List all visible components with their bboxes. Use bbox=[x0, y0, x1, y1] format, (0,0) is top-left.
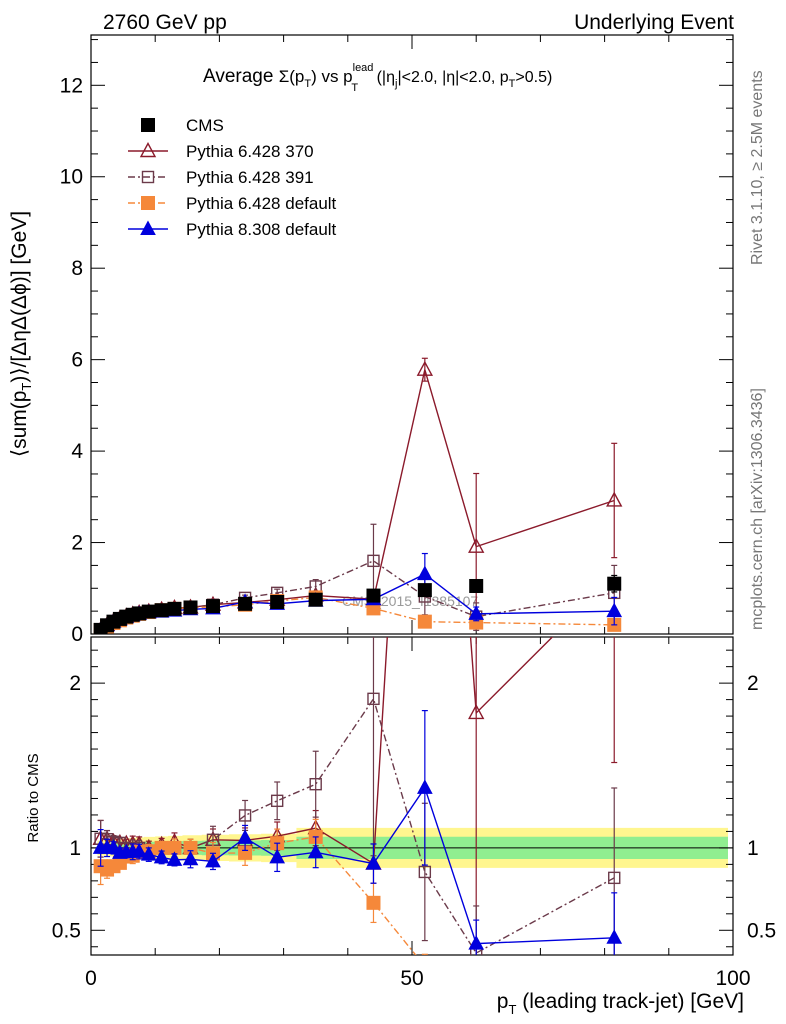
legend-marker-pythia-6-428-391 bbox=[141, 170, 155, 184]
ratio-axes: 0 50 100 0.5 0.5 1 1 2 2 bbox=[52, 636, 776, 990]
x-tick-label: 0 bbox=[85, 967, 97, 990]
rivet-label: Rivet 3.1.10, ≥ 2.5M events bbox=[749, 70, 766, 265]
y-tick-label: 6 bbox=[71, 349, 83, 372]
ratio-point-pythia-6-428-370 bbox=[468, 703, 485, 720]
legend-marker-pythia-6-428-370 bbox=[139, 142, 157, 158]
ratio-point-pythia-6-428-391 bbox=[309, 777, 322, 791]
point-cms bbox=[167, 601, 182, 616]
x-tick-label: 50 bbox=[400, 967, 423, 990]
point-cms bbox=[270, 594, 285, 609]
point-pythia-8-308-default bbox=[468, 605, 485, 620]
ratio-point-pythia-8-308-default bbox=[153, 848, 170, 864]
point-cms bbox=[238, 596, 253, 611]
ratio-point-pythia-8-308-default bbox=[140, 846, 157, 861]
ratio-point-pythia-8-308-default bbox=[237, 829, 253, 844]
y-tick-label: 0 bbox=[71, 623, 83, 646]
y-axis-label: ⟨sum(pT)⟩/[ΔηΔ(Δϕ)] [GeV] bbox=[8, 211, 34, 457]
ratio-point-pythia-8-308-default bbox=[269, 848, 286, 864]
header-right: Underlying Event bbox=[574, 11, 734, 34]
ratio-point-pythia-6-428-391 bbox=[238, 809, 252, 822]
legend-marker-pythia-6-428-default bbox=[141, 196, 155, 210]
ratio-point-pythia-8-308-default bbox=[417, 779, 433, 794]
point-pythia-8-308-default bbox=[606, 602, 623, 618]
ratio-point-pythia-8-308-default bbox=[606, 929, 623, 944]
ratio-line-pythia-6-428-391 bbox=[100, 697, 615, 954]
point-cms bbox=[183, 600, 198, 615]
ratio-point-pythia-6-428-391 bbox=[418, 865, 432, 879]
ratio-tick-label: 2 bbox=[69, 672, 81, 695]
point-pythia-8-308-default bbox=[417, 565, 433, 581]
line-pythia-6-428-370 bbox=[100, 369, 615, 631]
point-cms bbox=[205, 599, 220, 614]
legend-label-pythia-6-428-370: Pythia 6.428 370 bbox=[186, 142, 314, 161]
ratio-point-pythia-6-428-default bbox=[470, 967, 483, 980]
ratio-point-pythia-6-428-370 bbox=[418, 13, 432, 26]
ratio-axis-label: Ratio to CMS bbox=[25, 753, 42, 842]
ratio-tick-label-right: 1 bbox=[747, 837, 759, 860]
y-tick-label: 10 bbox=[60, 166, 83, 189]
point-cms bbox=[469, 578, 484, 593]
point-cms bbox=[154, 603, 169, 618]
ratio-point-pythia-8-308-default bbox=[307, 843, 324, 859]
point-pythia-6-428-391 bbox=[367, 554, 380, 568]
series-layer bbox=[92, 13, 623, 989]
ratio-tick-label-right: 0.5 bbox=[747, 919, 776, 942]
ratio-point-pythia-6-428-default bbox=[608, 976, 621, 989]
watermark: CMS_2015_I1385107 bbox=[342, 593, 478, 609]
point-cms bbox=[141, 604, 156, 619]
ratio-point-pythia-8-308-default bbox=[166, 851, 183, 866]
x-axis-label: pT (leading track-jet) [GeV] bbox=[497, 990, 744, 1017]
mcplots-label: mcplots.cern.ch [arXiv:1306.3436] bbox=[749, 388, 766, 630]
point-cms bbox=[366, 588, 381, 603]
ratio-point-pythia-6-428-391 bbox=[270, 794, 284, 808]
legend: CMS Pythia 6.428 370 Pythia 6.428 391 Pythi… bbox=[128, 116, 337, 239]
x-tick-label: 100 bbox=[715, 967, 750, 990]
ratio-plot-area bbox=[92, 13, 623, 989]
ratio-point-pythia-8-308-default bbox=[365, 855, 382, 870]
legend-label-cms: CMS bbox=[186, 116, 224, 135]
ratio-point-pythia-6-428-default bbox=[366, 895, 381, 910]
point-pythia-6-428-default bbox=[417, 614, 432, 629]
ratio-frame bbox=[90, 636, 734, 956]
legend-label-pythia-6-428-default: Pythia 6.428 default bbox=[186, 194, 337, 213]
ratio-point-pythia-8-308-default bbox=[131, 843, 147, 858]
ratio-point-pythia-8-308-default bbox=[182, 850, 199, 866]
legend-marker-pythia-8-308-default bbox=[140, 220, 156, 235]
ratio-point-pythia-6-428-391 bbox=[367, 692, 380, 706]
point-pythia-6-428-370 bbox=[468, 537, 485, 553]
main-plot-area bbox=[93, 357, 623, 634]
ratio-tick-label: 0.5 bbox=[52, 919, 81, 942]
ratio-point-pythia-8-308-default bbox=[205, 852, 221, 868]
legend-label-pythia-8-308-default: Pythia 8.308 default bbox=[186, 220, 337, 239]
y-tick-label: 2 bbox=[71, 532, 83, 555]
y-tick-label: 4 bbox=[71, 440, 83, 463]
y-tick-label: 12 bbox=[60, 74, 83, 97]
ratio-line-pythia-6-428-370 bbox=[100, 637, 554, 865]
ratio-point-pythia-8-308-default bbox=[468, 935, 485, 950]
ratio-tick-label-right: 2 bbox=[747, 672, 759, 695]
header-left: 2760 GeV pp bbox=[103, 11, 227, 34]
ratio-tick-label: 1 bbox=[69, 837, 81, 860]
point-cms bbox=[607, 576, 622, 591]
plot-title: Average Σ(pT) vs plead T (|ηj|<2.0, |η|<2… bbox=[203, 62, 552, 94]
point-pythia-6-428-370 bbox=[606, 491, 623, 507]
legend-label-pythia-6-428-391: Pythia 6.428 391 bbox=[186, 168, 314, 187]
point-cms bbox=[308, 592, 323, 607]
y-tick-label: 8 bbox=[71, 257, 83, 280]
point-pythia-6-428-370 bbox=[416, 360, 434, 376]
ratio-point-pythia-6-428-391 bbox=[608, 871, 621, 885]
legend-marker-cms bbox=[141, 118, 155, 132]
point-cms bbox=[417, 583, 432, 598]
